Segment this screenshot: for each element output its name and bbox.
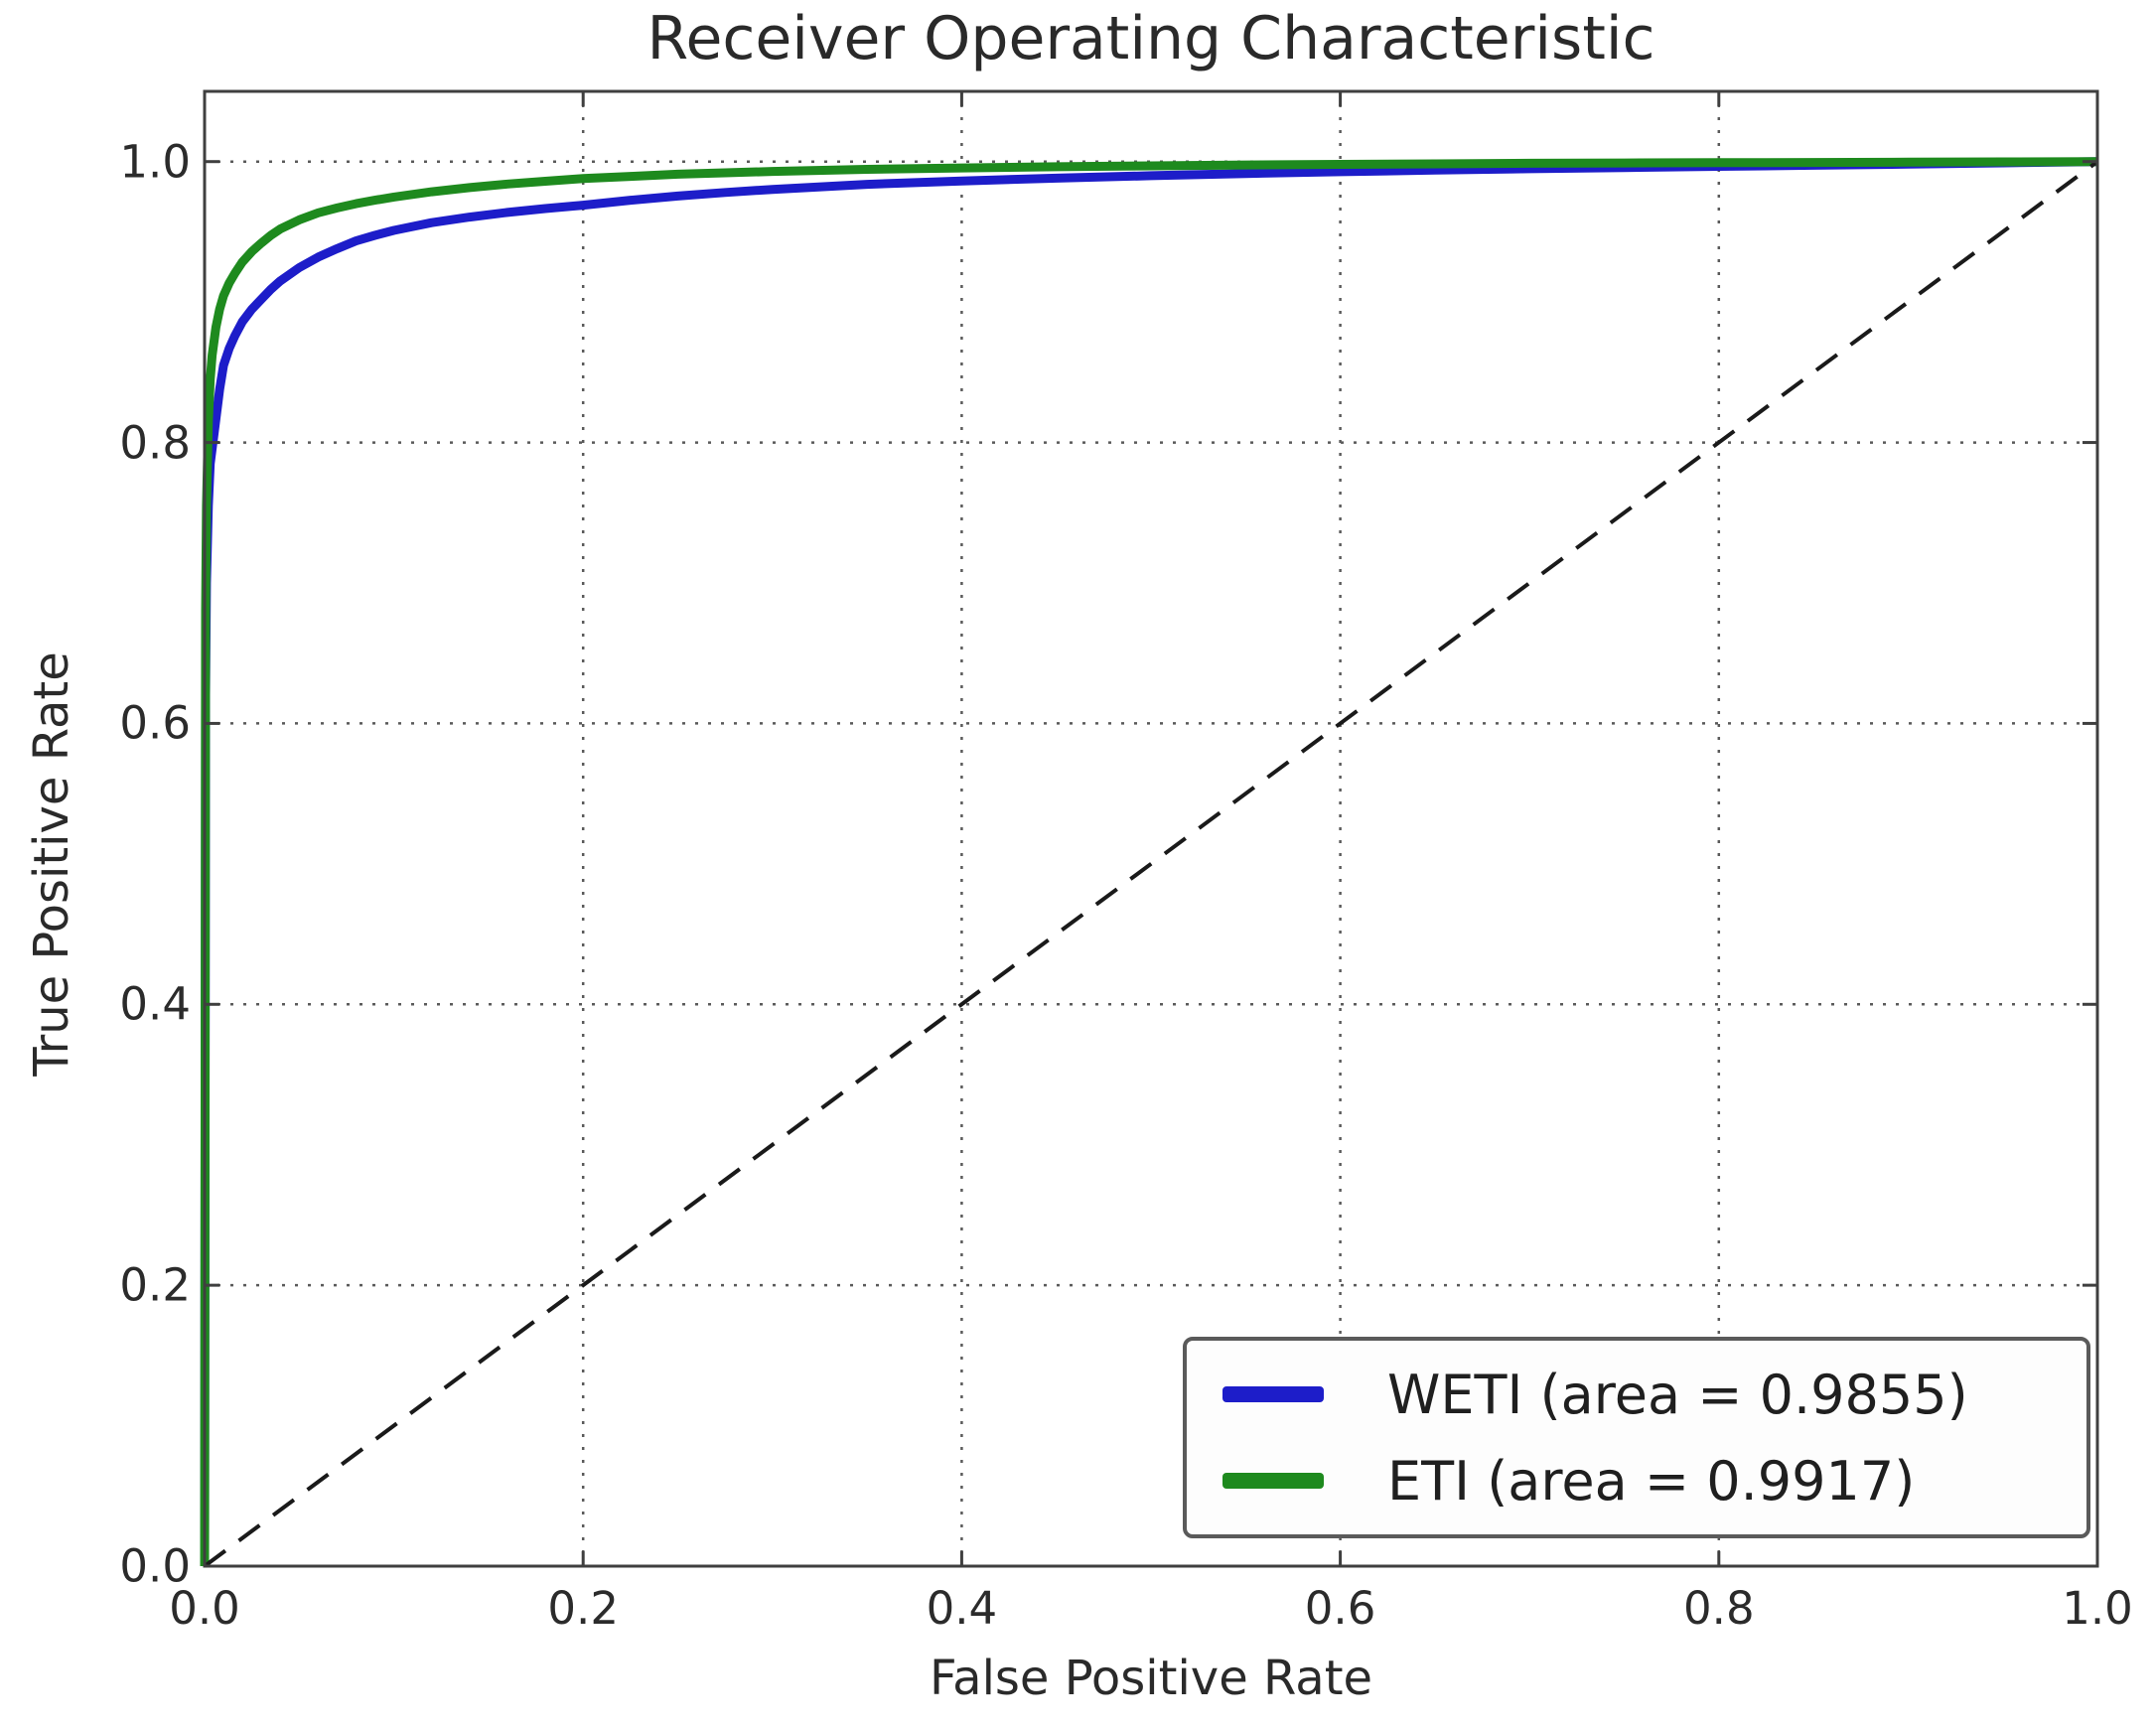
y-tick-label: 0.6	[119, 696, 191, 750]
x-tick-label: 0.4	[926, 1582, 998, 1635]
y-tick-label: 0.8	[119, 416, 191, 470]
series-line-chance-diagonal	[203, 160, 2099, 1568]
x-tick-label: 0.6	[1304, 1582, 1376, 1635]
legend-box: WETI (area = 0.9855) ETI (area = 0.9917)	[1183, 1337, 2090, 1538]
y-tick-label: 0.4	[119, 977, 191, 1031]
series-line-weti-area-0-9855	[200, 157, 2098, 1567]
chart-title: Receiver Operating Characteristic	[647, 4, 1655, 73]
weti-line-swatch	[1222, 1386, 1324, 1402]
legend-label-weti: WETI (area = 0.9855)	[1387, 1363, 1968, 1426]
x-tick-label: 0.0	[169, 1582, 240, 1635]
y-tick-label: 1.0	[119, 135, 191, 189]
roc-curves	[200, 157, 2099, 1568]
x-axis-label: False Positive Rate	[929, 1651, 1373, 1706]
x-tick-label: 0.8	[1683, 1582, 1755, 1635]
legend-item-weti: WETI (area = 0.9855)	[1222, 1363, 2086, 1426]
y-axis-label: True Positive Rate	[24, 651, 79, 1077]
plot-frame	[203, 89, 2099, 1568]
legend-label-eti: ETI (area = 0.9917)	[1387, 1449, 1916, 1513]
axis-tick-marks	[203, 91, 2099, 1568]
y-tick-label: 0.2	[119, 1258, 191, 1312]
x-tick-label: 0.2	[547, 1582, 619, 1635]
x-tick-label: 1.0	[2062, 1582, 2133, 1635]
y-tick-label: 0.0	[119, 1539, 191, 1593]
series-line-eti-area-0-9917	[200, 157, 2098, 1567]
legend-item-eti: ETI (area = 0.9917)	[1222, 1449, 2086, 1513]
eti-line-swatch	[1222, 1473, 1324, 1489]
